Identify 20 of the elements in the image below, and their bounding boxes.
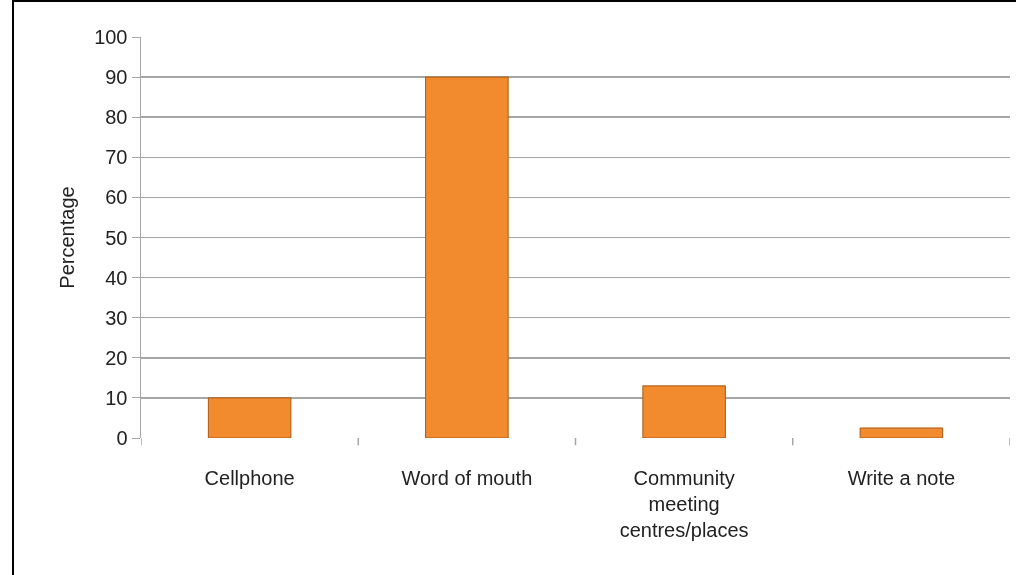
x-tick-label: Write a note (847, 467, 956, 489)
bar (425, 76, 509, 438)
y-tick-label: 80 (105, 106, 128, 129)
y-tick-label: 0 (116, 427, 128, 449)
x-tick-label: Community meeting centres/places (619, 467, 749, 541)
y-tick-label: 50 (105, 226, 128, 249)
y-tick-label: 70 (105, 146, 128, 169)
y-tick-label: 20 (105, 346, 128, 369)
y-tick-label: 100 (94, 26, 128, 48)
y-tick-label: 40 (105, 266, 128, 289)
y-tick-label: 90 (105, 66, 128, 89)
bar (207, 397, 292, 438)
y-tick-label: 10 (105, 386, 128, 409)
x-tick-label: Cellphone (204, 467, 295, 489)
bar (642, 385, 726, 438)
y-tick-label: 60 (105, 186, 128, 209)
x-tick-label: Word of mouth (401, 467, 533, 489)
y-axis-title: Percentage (55, 186, 78, 289)
y-tick-label: 30 (105, 306, 128, 329)
bar (859, 427, 944, 438)
